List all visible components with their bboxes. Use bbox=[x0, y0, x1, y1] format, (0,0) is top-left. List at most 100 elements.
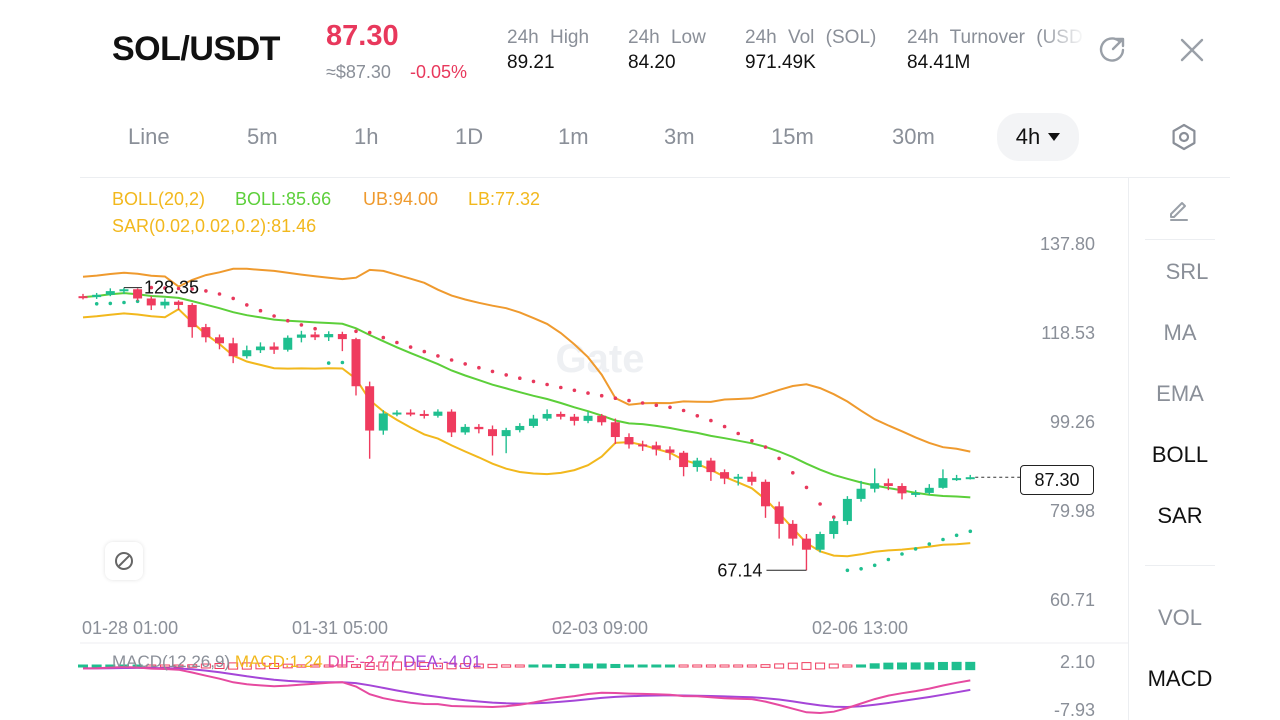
candle-down bbox=[174, 301, 184, 305]
sar-dot bbox=[176, 286, 181, 291]
sar-dot bbox=[832, 515, 836, 519]
macd-histogram-bar bbox=[159, 664, 170, 668]
candle-down bbox=[310, 334, 320, 338]
settings-hexagon-icon[interactable] bbox=[1169, 122, 1199, 152]
side-item-ema[interactable]: EMA bbox=[1156, 381, 1204, 406]
sar-dot bbox=[163, 286, 167, 290]
sar-dot bbox=[709, 418, 713, 423]
macd-histogram-bar bbox=[828, 663, 839, 669]
macd-histogram-bar bbox=[432, 662, 443, 670]
macd-histogram-bar bbox=[787, 662, 798, 670]
sar-dot bbox=[504, 373, 509, 377]
sar-dot bbox=[913, 547, 918, 551]
candle-down bbox=[747, 476, 757, 482]
drawing-tool-button[interactable] bbox=[105, 542, 143, 580]
macd-params: MACD(12,26,9) bbox=[112, 652, 231, 671]
sar-dot bbox=[340, 360, 345, 365]
macd-histogram-bar bbox=[405, 661, 416, 671]
candle-up bbox=[324, 334, 334, 338]
candle-down bbox=[146, 298, 156, 306]
sar-dot bbox=[531, 379, 536, 384]
macd-axis-label: -7.93 bbox=[1054, 700, 1095, 720]
dea-line bbox=[83, 666, 971, 709]
sar-dot bbox=[818, 502, 822, 506]
tab-1m[interactable]: 1m bbox=[558, 124, 589, 149]
sar-dot bbox=[927, 542, 932, 546]
candle-down bbox=[774, 506, 784, 524]
candle-up bbox=[528, 418, 538, 426]
macd-histogram-bar bbox=[419, 662, 430, 670]
sar-dot bbox=[722, 424, 727, 429]
side-item-macd[interactable]: MACD bbox=[1147, 666, 1213, 691]
macd-histogram-bar bbox=[692, 664, 703, 668]
macd-histogram-bar bbox=[869, 663, 880, 669]
sar-dot bbox=[613, 396, 618, 401]
side-item-srl[interactable]: SRL bbox=[1165, 259, 1209, 284]
sar-dot bbox=[654, 403, 659, 408]
side-divider-bottom bbox=[1145, 565, 1215, 566]
sar-dot bbox=[490, 369, 495, 374]
tab-1h[interactable]: 1h bbox=[354, 124, 379, 149]
price-chart[interactable]: Gate 137.80 118.53 99.26 79.98 60.71 01-28 0… bbox=[0, 0, 1128, 720]
candle-down bbox=[801, 538, 811, 550]
sar-dot bbox=[367, 330, 372, 335]
macd-histogram-bar bbox=[310, 664, 321, 668]
tab-30m[interactable]: 30m bbox=[892, 124, 935, 149]
side-divider-top bbox=[1145, 239, 1215, 240]
sar-dot bbox=[627, 398, 631, 403]
side-item-sar[interactable]: SAR bbox=[1157, 503, 1203, 528]
candle-down bbox=[215, 337, 224, 344]
tab-5m[interactable]: 5m bbox=[247, 124, 278, 149]
candle-down bbox=[651, 445, 661, 450]
candle-down bbox=[665, 449, 675, 453]
stat-low-value: 84.20 bbox=[628, 52, 676, 73]
macd-histogram-bar bbox=[951, 661, 962, 671]
sar-dot bbox=[859, 567, 863, 571]
macd-histogram-bar bbox=[228, 662, 239, 670]
candle-down bbox=[897, 485, 907, 494]
low-marker-label: 67.14 bbox=[717, 560, 762, 580]
tab-4h-selected[interactable]: 4h bbox=[997, 113, 1079, 161]
tab-15m[interactable]: 15m bbox=[771, 124, 814, 149]
macd-histogram-bar bbox=[610, 663, 621, 669]
tab-1d[interactable]: 1D bbox=[455, 124, 484, 149]
candle-up bbox=[92, 294, 102, 298]
share-icon[interactable] bbox=[1097, 35, 1127, 65]
side-item-ma[interactable]: MA bbox=[1163, 320, 1197, 345]
high-marker-label: 128.35 bbox=[144, 278, 199, 298]
macd-histogram-bar bbox=[187, 664, 198, 668]
y-axis-label: 137.80 bbox=[1040, 234, 1095, 254]
dif-line bbox=[82, 665, 971, 715]
candle-up bbox=[965, 477, 975, 480]
boll-upper-band bbox=[82, 267, 971, 453]
edit-pencil-icon[interactable] bbox=[1165, 195, 1193, 223]
macd-histogram-bar bbox=[528, 664, 539, 668]
tab-line[interactable]: Line bbox=[128, 124, 170, 149]
candle-up bbox=[542, 413, 552, 419]
candle-up bbox=[501, 430, 511, 437]
candle-down bbox=[419, 413, 429, 416]
stat-vol-value: 971.49K bbox=[745, 52, 816, 73]
side-item-vol[interactable]: VOL bbox=[1157, 605, 1203, 630]
candle-up bbox=[242, 350, 252, 357]
dea-value: DEA:-4.01 bbox=[403, 652, 482, 671]
macd-histogram-bar bbox=[337, 664, 348, 668]
sar-dot bbox=[640, 401, 645, 405]
tab-3m[interactable]: 3m bbox=[664, 124, 695, 149]
x-axis-label: 01-28 01:00 bbox=[82, 618, 178, 638]
macd-histogram-bar bbox=[883, 662, 894, 670]
sar-dot bbox=[381, 335, 386, 340]
sar-dot bbox=[845, 568, 850, 573]
macd-histogram-bar bbox=[78, 664, 88, 668]
side-item-boll[interactable]: BOLL bbox=[1151, 442, 1209, 467]
close-icon[interactable] bbox=[1177, 35, 1207, 65]
macd-histogram-bar bbox=[323, 664, 334, 668]
sar-dot bbox=[135, 299, 140, 304]
macd-histogram-bar bbox=[733, 664, 744, 668]
candle-down bbox=[638, 444, 648, 447]
sar-dot bbox=[94, 302, 99, 306]
macd-histogram-bar bbox=[555, 663, 566, 669]
candle-down bbox=[351, 339, 361, 387]
candle-down bbox=[406, 412, 416, 415]
macd-histogram-bar bbox=[473, 663, 484, 669]
